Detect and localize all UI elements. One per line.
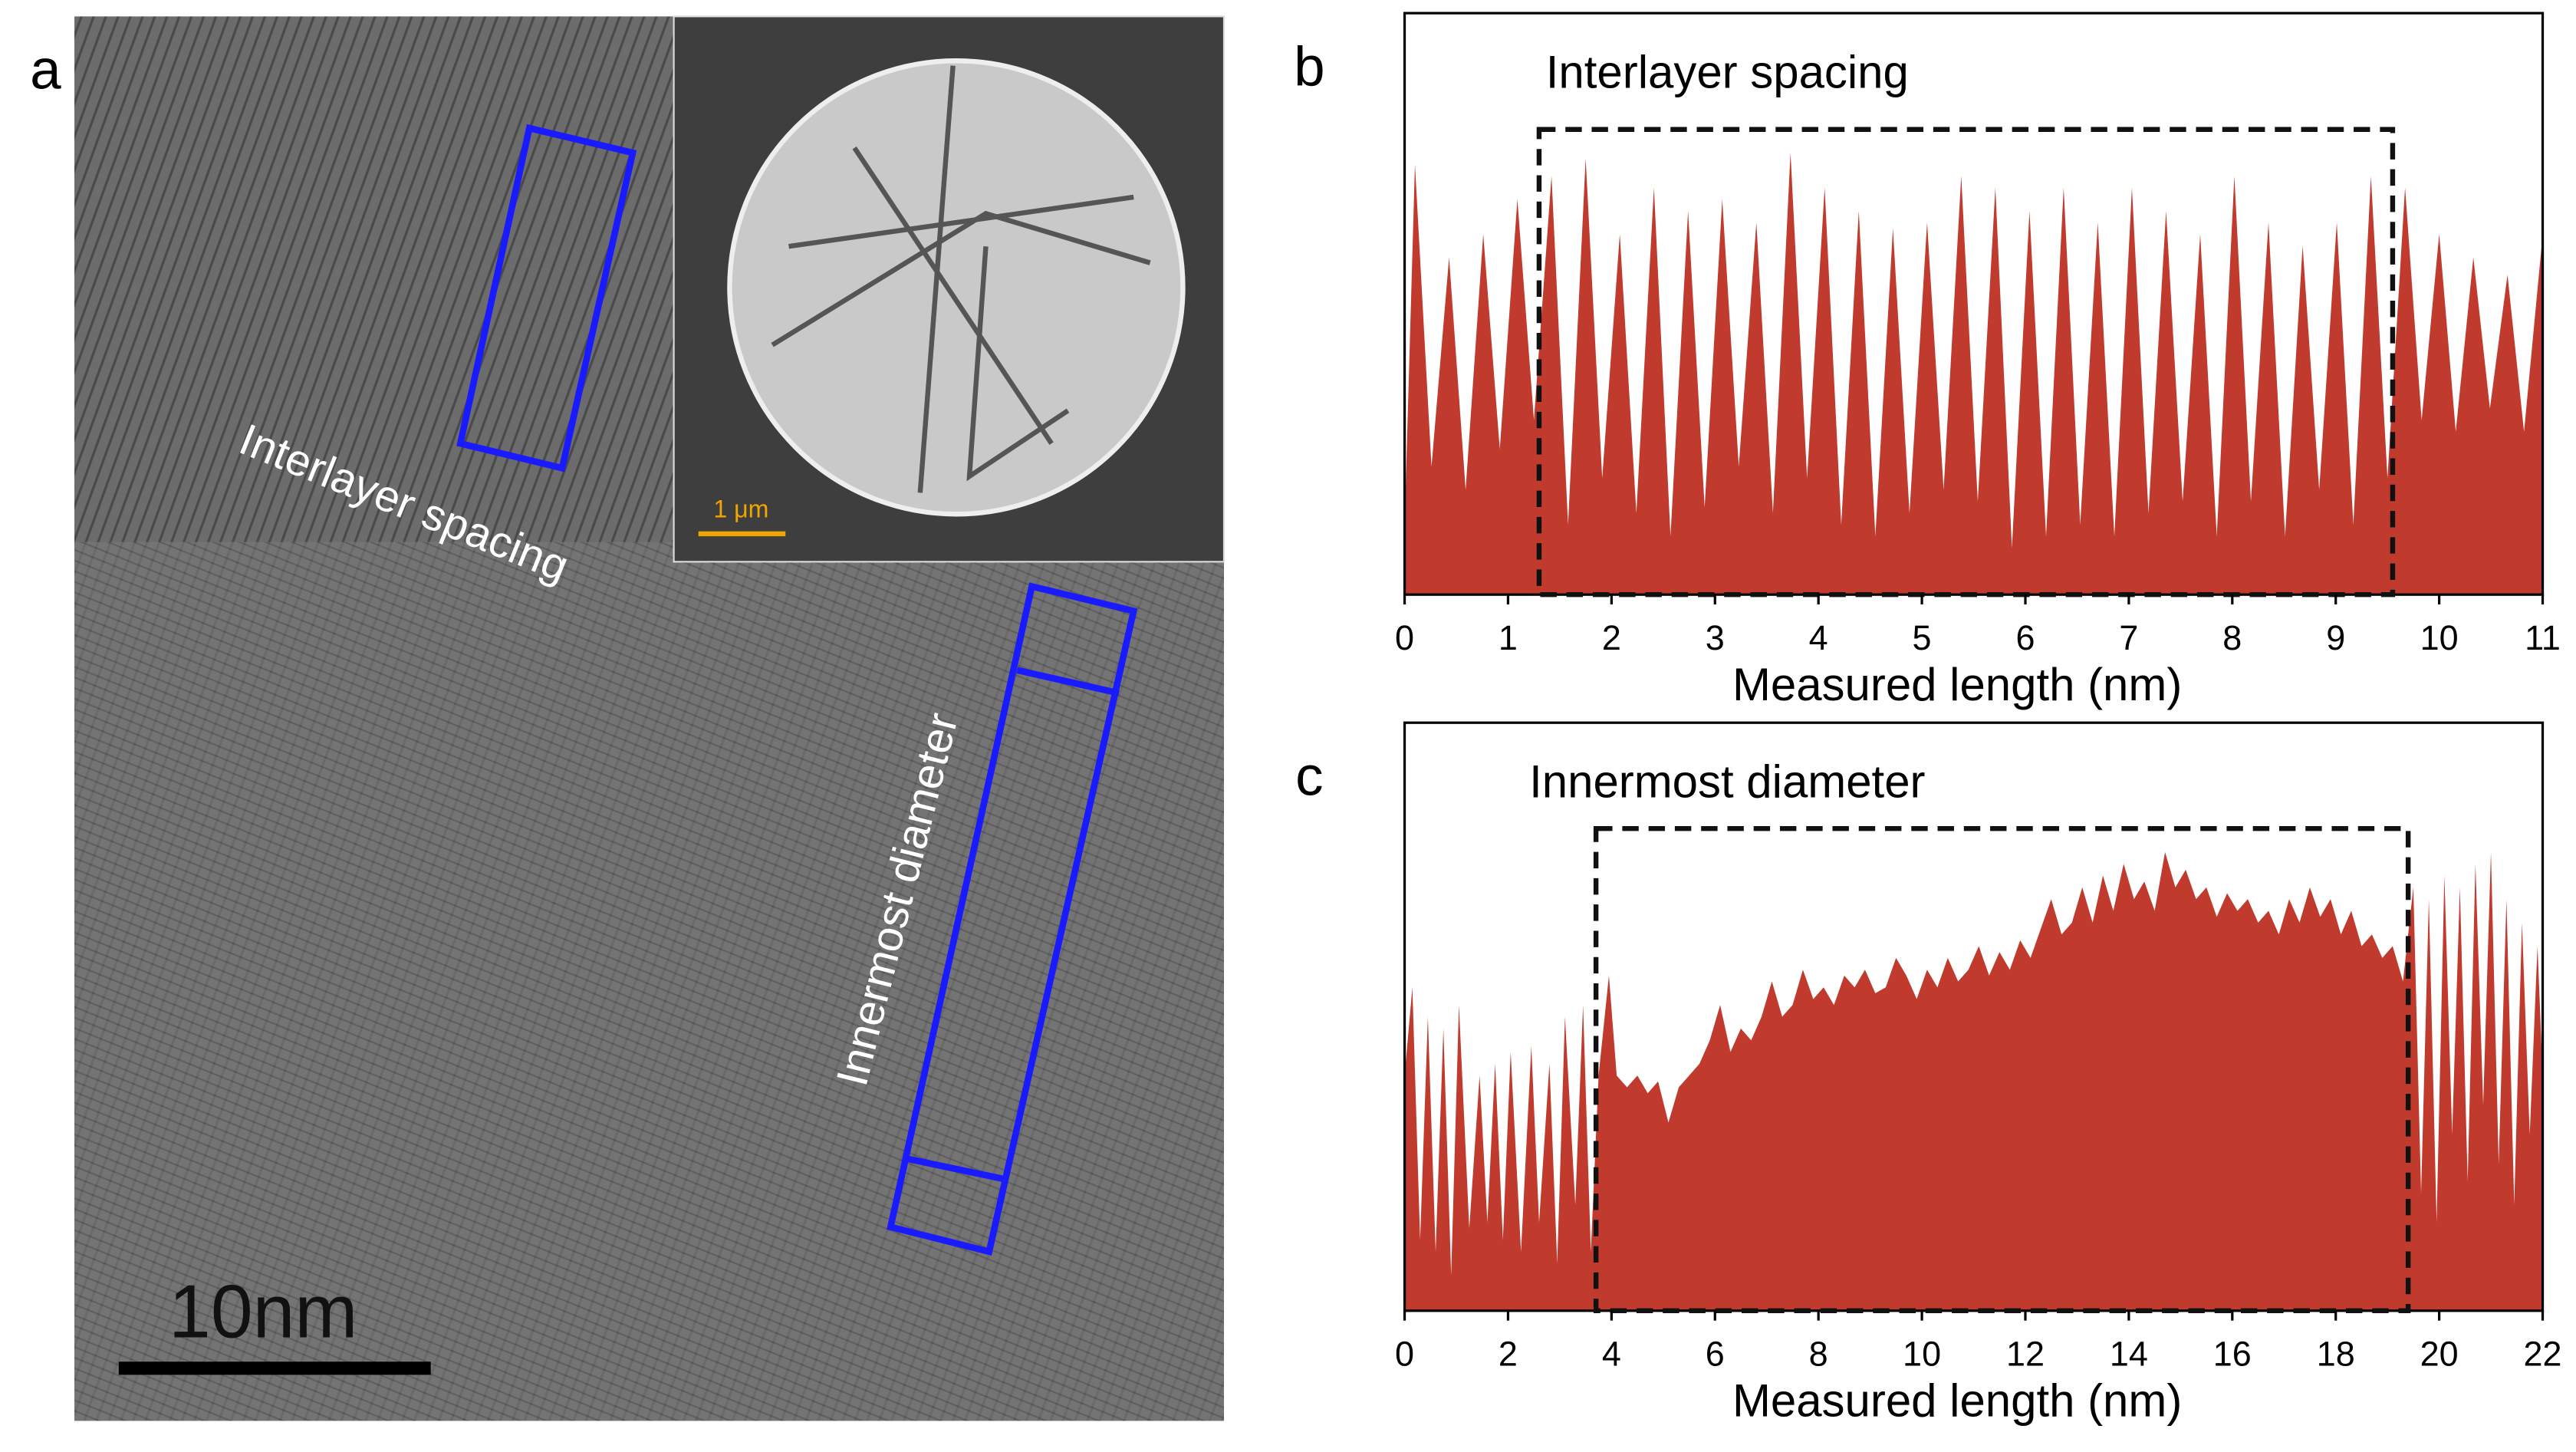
scale-label: 10nm	[169, 1269, 357, 1353]
profile-area	[1404, 851, 2543, 1311]
roi-box	[887, 582, 1138, 1256]
x-tick-label: 8	[1809, 1335, 1828, 1374]
panel-label: b	[1294, 35, 1325, 97]
inset-tubes	[771, 65, 1151, 493]
x-tick-label: 12	[2006, 1335, 2045, 1374]
x-tick-label: 6	[2015, 618, 2035, 657]
x-tick-label: 22	[2524, 1335, 2562, 1374]
x-tick-label: 5	[1913, 618, 1932, 657]
highlight-box	[1593, 825, 2411, 1314]
x-tick-label: 11	[2525, 618, 2561, 657]
roi-divider	[903, 1154, 1007, 1183]
x-tick-label: 0	[1395, 618, 1414, 657]
x-tick-label: 0	[1395, 1335, 1414, 1374]
panel-label: c	[1295, 745, 1323, 807]
x-tick-label: 7	[2119, 618, 2138, 657]
x-tick-label: 1	[1499, 618, 1518, 657]
x-tick-label: 14	[2110, 1335, 2148, 1374]
x-axis-label: Measured length (nm)	[1732, 1375, 2182, 1427]
plot-frame	[1403, 721, 2545, 1312]
inset-scale-label: 1 μm	[713, 495, 768, 522]
x-tick-label: 16	[2213, 1335, 2252, 1374]
x-tick-label: 20	[2420, 1335, 2459, 1374]
roi-box	[456, 123, 637, 472]
chart-title: Innermost diameter	[1529, 756, 1925, 807]
x-tick-label: 8	[2222, 618, 2242, 657]
panel-label: a	[30, 39, 61, 101]
x-tick-label: 10	[2420, 618, 2459, 657]
inset-grid-hole	[727, 58, 1186, 517]
x-tick-label: 2	[1602, 618, 1621, 657]
profile-area	[1404, 153, 2543, 595]
highlight-box	[1536, 127, 2396, 598]
roi-divider	[1016, 667, 1120, 696]
x-axis-label: Measured length (nm)	[1732, 659, 2182, 710]
x-tick-label: 9	[2326, 618, 2345, 657]
tem-texture	[74, 542, 1224, 1421]
x-tick-label: 4	[1602, 1335, 1621, 1374]
x-tick-label: 3	[1706, 618, 1725, 657]
x-tick-label: 2	[1499, 1335, 1518, 1374]
x-tick-label: 10	[1903, 1335, 1941, 1374]
x-tick-label: 6	[1706, 1335, 1725, 1374]
x-tick-label: 18	[2317, 1335, 2355, 1374]
micrograph: 1 μm Interlayer spacing Innermost diamet…	[74, 15, 1225, 1421]
chart-title: Interlayer spacing	[1546, 46, 1909, 97]
x-tick-label: 4	[1809, 618, 1828, 657]
